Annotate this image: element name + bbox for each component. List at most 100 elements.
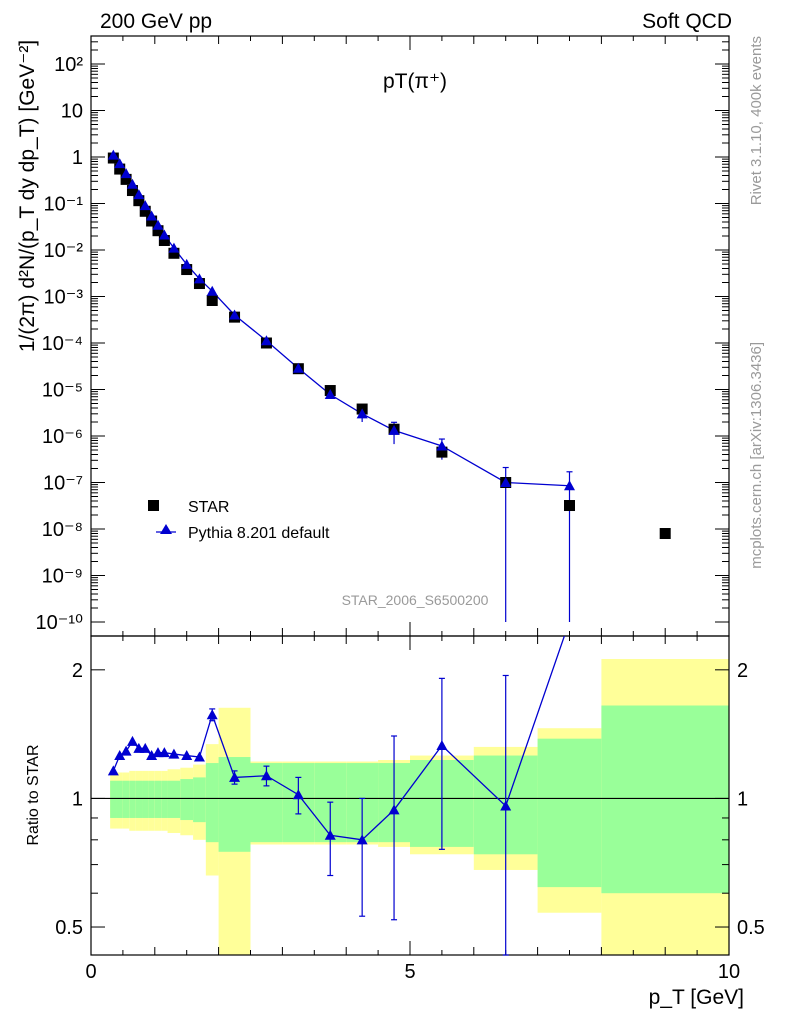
ratio-y-axis-label: Ratio to STAR [25, 744, 42, 845]
main-y-axis-label: 1/(2π) d²N/(p_T dy dp_T) [GeV⁻²] [16, 40, 39, 352]
pythia-point [356, 408, 368, 419]
x-tick-label: 5 [404, 961, 415, 983]
star-point [193, 278, 205, 290]
stat-band [110, 780, 117, 818]
star-point [206, 295, 218, 307]
ratio-point [260, 770, 272, 781]
main-y-tick-label: 10⁻⁵ [42, 379, 83, 401]
ratio-uncertainty-bands [110, 659, 729, 955]
stat-band [180, 779, 194, 821]
star-point [120, 173, 132, 185]
x-axis-label: p_T [GeV] [649, 986, 744, 1009]
star-point [564, 500, 575, 512]
star-point [126, 185, 138, 197]
ratio-point [500, 800, 512, 811]
stat-band [193, 777, 206, 823]
main-y-tick-label: 10 [61, 100, 83, 122]
pythia-point [158, 229, 170, 240]
x-tick-label: 0 [85, 961, 96, 983]
pythia-point [114, 158, 126, 169]
ratio-point [292, 789, 304, 800]
star-point [146, 215, 158, 227]
pythia-point [324, 389, 336, 400]
stat-band [116, 780, 123, 818]
main-panel-border [90, 35, 730, 637]
pythia-point [388, 424, 400, 435]
ratio-point [229, 771, 241, 782]
main-y-tick-label: 10⁻¹⁰ [36, 612, 83, 634]
ratio-point [356, 834, 368, 845]
ratio-point [120, 745, 132, 756]
main-y-tick-label: 10⁻⁶ [42, 426, 83, 448]
star-point [133, 195, 145, 207]
ratio-point [193, 751, 205, 762]
main-y-tick-label: 10⁻⁴ [42, 333, 83, 355]
pythia-point [564, 480, 575, 491]
ratio-y-tick-label: 1 [72, 788, 83, 810]
pythia-point [152, 219, 164, 230]
ratio-point [126, 735, 138, 746]
pythia-point [120, 168, 132, 179]
star-point [436, 446, 448, 458]
star-point [152, 225, 164, 237]
pythia-point [193, 273, 205, 284]
pythia-point [260, 335, 272, 346]
pythia-point [229, 309, 241, 320]
main-y-tick-label: 10⁻² [44, 240, 84, 262]
star-point [158, 235, 170, 247]
analysis-tag: STAR_2006_S6500200 [342, 592, 489, 608]
ratio-point [181, 750, 193, 761]
stat-band [161, 780, 168, 818]
pythia-point [107, 149, 119, 160]
main-y-tick-label: 10⁻³ [44, 286, 84, 308]
mcplots-label: mcplots.cern.ch [arXiv:1306.3436] [748, 342, 765, 569]
stat-band [148, 780, 155, 818]
stat-band [122, 780, 130, 818]
star-point [659, 528, 671, 540]
main-y-tick-label: 10⁻⁷ [43, 473, 83, 495]
ratio-y-tick-label-right: 1 [737, 788, 748, 810]
stat-band [135, 780, 143, 818]
legend-marker-pythia [160, 524, 172, 534]
ratio-y-tick-label-right: 0.5 [737, 917, 765, 939]
legend-label-pythia: Pythia 8.201 default [188, 525, 330, 542]
ratio-y-tick-label: 2 [72, 660, 83, 682]
ratio-point [388, 804, 400, 815]
ratio-point [324, 829, 336, 840]
stat-band [537, 738, 602, 888]
main-panel-frame: 10⁻¹⁰ 10⁻⁹ 10⁻⁸ 10⁻⁷ 10⁻⁶ 10⁻⁵ 10⁻⁴ 10⁻³ 10⁻² 10⁻… [36, 35, 730, 637]
header-right-label: Soft QCD [642, 10, 732, 33]
ratio-point [146, 750, 158, 761]
pythia-point [133, 189, 145, 200]
ratio-point [114, 750, 126, 761]
ratio-panel-frame: 0 5 10 0.5 0.5 1 1 2 2 [55, 635, 765, 983]
pythia-point [436, 440, 448, 451]
pythia-point [500, 477, 512, 488]
star-point [139, 205, 151, 217]
ratio-point [158, 747, 170, 758]
legend-label-star: STAR [188, 499, 229, 516]
header-left-label: 200 GeV pp [100, 10, 212, 33]
pythia-point [206, 285, 218, 296]
star-point [181, 264, 193, 276]
main-y-tick-label: 10² [54, 54, 83, 76]
stat-band [167, 780, 181, 818]
pythia-point [139, 200, 151, 211]
star-point [168, 247, 180, 259]
legend-marker-star [148, 500, 159, 511]
stat-band [154, 780, 162, 818]
x-tick-label: 10 [718, 961, 740, 983]
pythia-point [181, 258, 193, 269]
main-y-tick-label: 10⁻⁹ [42, 566, 83, 588]
legend: STAR Pythia 8.201 default [148, 499, 330, 542]
pythia-point [292, 362, 304, 373]
ratio-y-tick-label: 0.5 [55, 917, 83, 939]
pythia-point [168, 242, 180, 253]
star-point [114, 163, 126, 175]
main-y-tick-label: 1 [72, 147, 83, 169]
stat-band [205, 763, 219, 843]
main-y-tick-label: 10⁻⁸ [42, 519, 83, 541]
ratio-point [436, 740, 448, 751]
pythia-point [126, 178, 138, 189]
